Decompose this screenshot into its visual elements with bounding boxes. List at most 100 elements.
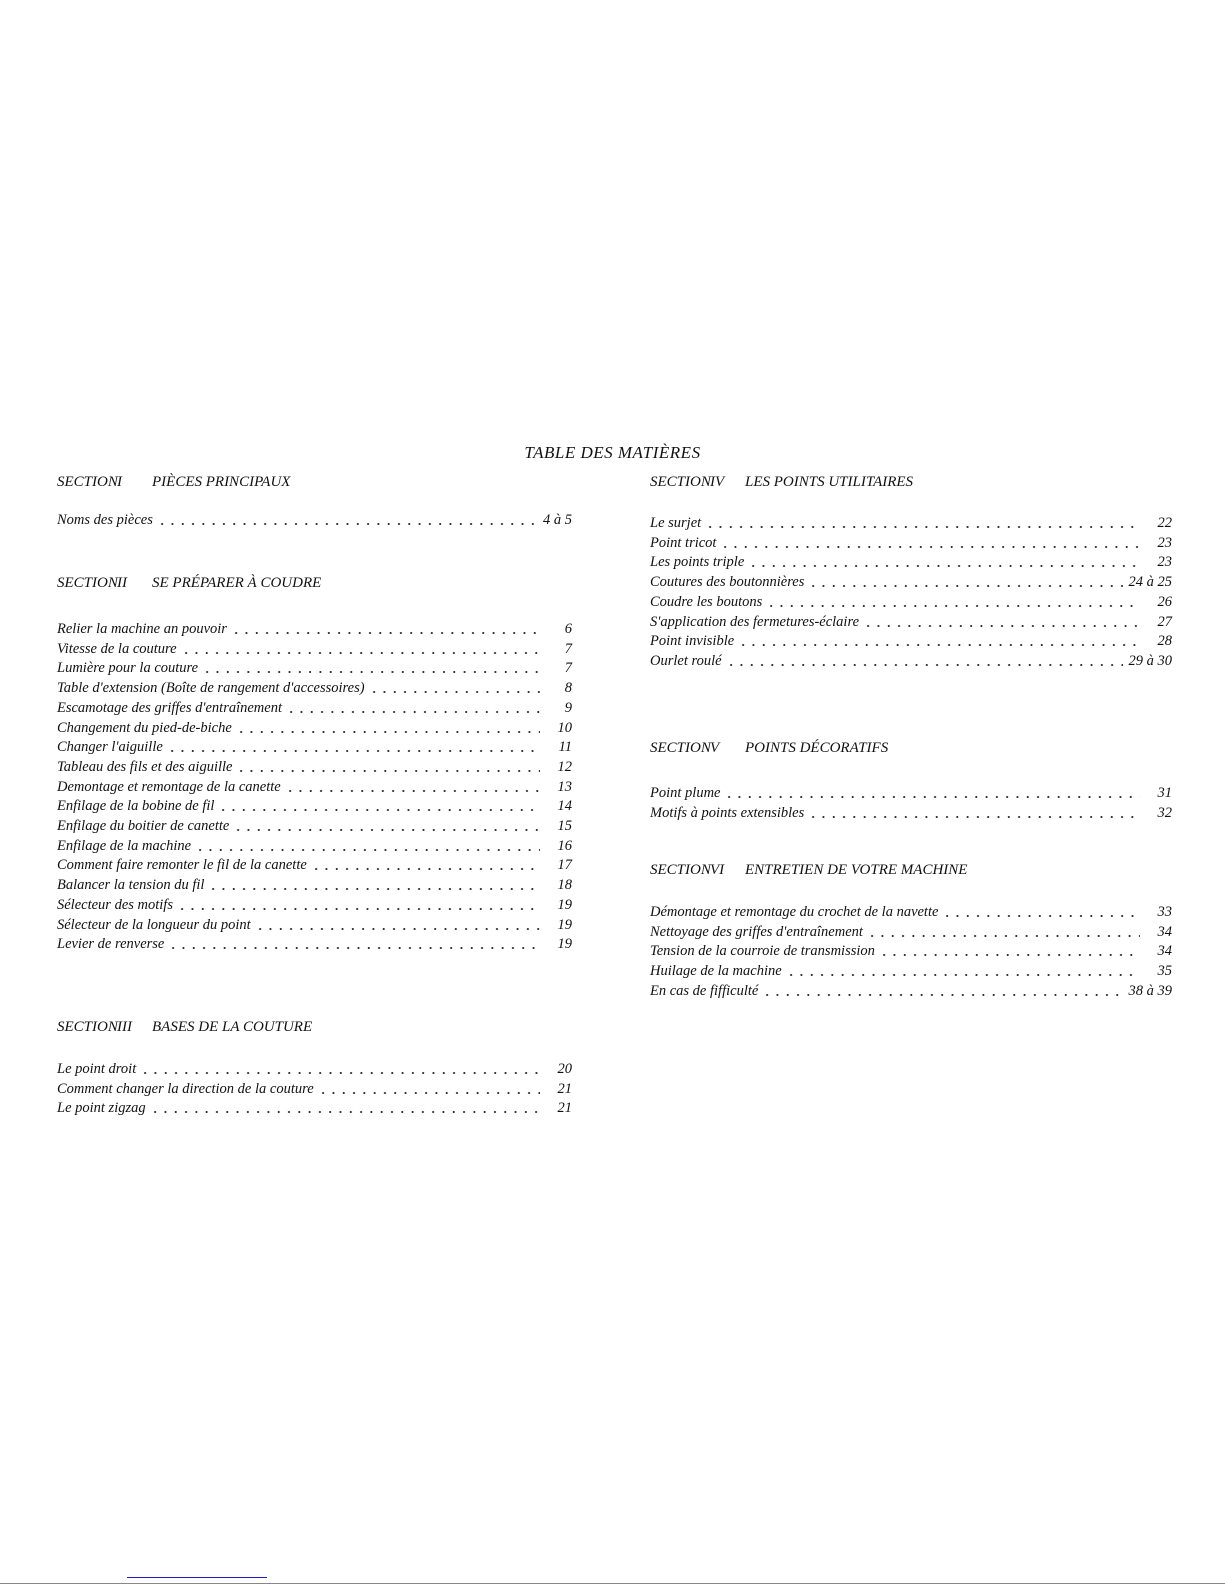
toc-entry[interactable]: Point plume 31 bbox=[650, 782, 1172, 802]
toc-entry-page: 13 bbox=[557, 778, 573, 795]
toc-entry-label: Table d'extension (Boîte de rangement d'… bbox=[57, 680, 365, 697]
toc-entry[interactable]: Relier la machine an pouvoir 6 bbox=[57, 618, 572, 638]
toc-entry[interactable]: Noms des pièces 4 à 5 bbox=[57, 509, 572, 529]
toc-entry[interactable]: Ourlet roulé 29 à 30 bbox=[650, 650, 1172, 670]
toc-entry[interactable]: Enfilage de la bobine de fil 14 bbox=[57, 795, 572, 815]
section-label: SECTION bbox=[650, 474, 711, 490]
toc-entry-label: En cas de fifficulté bbox=[650, 982, 759, 999]
toc-entry-label: Le point zigzag bbox=[57, 1100, 146, 1117]
section-heading: SECTIONIV LES POINTS UTILITAIRES bbox=[650, 474, 913, 491]
toc-entry-label: Noms des pièces bbox=[57, 512, 153, 528]
toc-entry-label: Le point droit bbox=[57, 1061, 137, 1077]
toc-entry[interactable]: Le point zigzag 21 bbox=[57, 1097, 572, 1117]
toc-entry[interactable]: Demontage et remontage de la canette 13 bbox=[57, 776, 572, 796]
toc-entry-label: Tableau des fils et des aiguille bbox=[57, 758, 233, 775]
section-heading: SECTIONIII BASES DE LA COUTURE bbox=[57, 1019, 312, 1036]
dot-leader bbox=[720, 534, 1140, 549]
section-number: II bbox=[117, 575, 127, 591]
dot-leader bbox=[195, 837, 540, 852]
toc-entry-page: 22 bbox=[1157, 515, 1173, 531]
toc-entry[interactable]: Démontage et remontage du crochet de la … bbox=[650, 901, 1172, 921]
toc-entry[interactable]: Point tricot 23 bbox=[650, 532, 1172, 552]
toc-entry-page: 23 bbox=[1157, 554, 1173, 571]
dot-leader bbox=[202, 660, 540, 675]
toc-entry[interactable]: S'application des fermetures-éclaire 27 bbox=[650, 611, 1172, 631]
toc-entry-label: Coutures des boutonnières bbox=[650, 574, 805, 591]
toc-entry-label: Ourlet roulé bbox=[650, 652, 722, 669]
toc-entry[interactable]: Le point droit 20 bbox=[57, 1058, 572, 1078]
toc-entry-label: Enfilage du boitier de canette bbox=[57, 818, 230, 834]
toc-entry[interactable]: Escamotage des griffes d'entraînement 9 bbox=[57, 697, 572, 717]
toc-entry-page: 18 bbox=[557, 877, 573, 894]
toc-entry-label: Comment faire remonter le fil de la cane… bbox=[57, 857, 307, 874]
page-bottom-border bbox=[0, 1583, 1225, 1584]
toc-entry[interactable]: Motifs à points extensibles 32 bbox=[650, 802, 1172, 822]
toc-entry[interactable]: Table d'extension (Boîte de rangement d'… bbox=[57, 677, 572, 697]
link-underline bbox=[127, 1577, 267, 1578]
dot-leader bbox=[208, 877, 540, 892]
toc-entry-label: Sélecteur de la longueur du point bbox=[57, 916, 251, 933]
toc-entry[interactable]: Nettoyage des griffes d'entraînement 34 bbox=[650, 921, 1172, 941]
toc-entry-page: 20 bbox=[557, 1061, 573, 1077]
toc-entry[interactable]: Tension de la courroie de transmission 34 bbox=[650, 940, 1172, 960]
dot-leader bbox=[254, 916, 540, 931]
toc-entry-page: 15 bbox=[557, 818, 573, 834]
dot-leader bbox=[785, 963, 1140, 978]
section-title: BASES DE LA COUTURE bbox=[152, 1019, 313, 1035]
dot-leader bbox=[317, 1080, 540, 1095]
section-title: SE PRÉPARER À COUDRE bbox=[152, 575, 322, 591]
toc-entry[interactable]: Huilage de la machine 35 bbox=[650, 960, 1172, 980]
section-label: SECTION bbox=[650, 740, 711, 756]
toc-entry-page: 21 bbox=[557, 1080, 573, 1097]
toc-entry[interactable]: Levier de renverse 19 bbox=[57, 933, 572, 953]
toc-entry-label: Escamotage des griffes d'entraînement bbox=[57, 699, 282, 716]
section-label: SECTION bbox=[650, 862, 711, 878]
toc-entry-label: Huilage de la machine bbox=[650, 963, 782, 980]
toc-entry[interactable]: Changement du pied-de-biche 10 bbox=[57, 717, 572, 737]
toc-entry[interactable]: Point invisible 28 bbox=[650, 630, 1172, 650]
toc-entry-page: 33 bbox=[1157, 904, 1173, 920]
section-heading: SECTIONII SE PRÉPARER À COUDRE bbox=[57, 575, 321, 592]
toc-entry[interactable]: Comment changer la direction de la coutu… bbox=[57, 1078, 572, 1098]
toc-entry-page: 31 bbox=[1157, 785, 1173, 801]
toc-entry-label: Les points triple bbox=[650, 554, 745, 571]
toc-entry[interactable]: Sélecteur des motifs 19 bbox=[57, 894, 572, 914]
toc-entry-page: 19 bbox=[557, 916, 573, 933]
toc-entry[interactable]: Balancer la tension du fil 18 bbox=[57, 874, 572, 894]
dot-leader bbox=[738, 633, 1140, 648]
toc-entry[interactable]: Sélecteur de la longueur du point 19 bbox=[57, 914, 572, 934]
section-label: SECTION bbox=[57, 474, 118, 490]
toc-entry-label: Changement du pied-de-biche bbox=[57, 719, 232, 736]
dot-leader bbox=[368, 680, 540, 695]
section-number: I bbox=[117, 474, 122, 490]
toc-entry[interactable]: Les points triple 23 bbox=[650, 551, 1172, 571]
section-title: POINTS DÉCORATIFS bbox=[745, 740, 889, 756]
toc-entry[interactable]: Enfilage de la machine 16 bbox=[57, 835, 572, 855]
toc-entry-label: Comment changer la direction de la coutu… bbox=[57, 1080, 314, 1097]
toc-entry-label: Sélecteur des motifs bbox=[57, 896, 173, 913]
toc-entry[interactable]: Coudre les boutons 26 bbox=[650, 591, 1172, 611]
toc-entry-page: 29 à 30 bbox=[1128, 652, 1173, 669]
dot-leader bbox=[310, 857, 540, 872]
dot-leader bbox=[724, 785, 1140, 799]
toc-entry-page: 27 bbox=[1157, 613, 1173, 630]
toc-entry-label: Le surjet bbox=[650, 515, 702, 531]
toc-entry[interactable]: Vitesse de la couture 7 bbox=[57, 638, 572, 658]
toc-entry[interactable]: Tableau des fils et des aiguille 12 bbox=[57, 756, 572, 776]
dot-leader bbox=[236, 758, 540, 773]
toc-entry-label: Motifs à points extensibles bbox=[650, 804, 805, 821]
toc-entry-label: Enfilage de la machine bbox=[57, 837, 192, 854]
toc-entry[interactable]: Lumière pour la couture 7 bbox=[57, 657, 572, 677]
dot-leader bbox=[149, 1100, 540, 1115]
toc-entry-page: 6 bbox=[564, 621, 572, 637]
toc-entry[interactable]: Comment faire remonter le fil de la cane… bbox=[57, 854, 572, 874]
toc-entry[interactable]: Enfilage du boitier de canette 15 bbox=[57, 815, 572, 835]
toc-entry-page: 11 bbox=[558, 739, 572, 756]
toc-entry[interactable]: Le surjet 22 bbox=[650, 512, 1172, 532]
section-heading: SECTIONVI ENTRETIEN DE VOTRE MACHINE bbox=[650, 862, 967, 879]
toc-entry[interactable]: Changer l'aiguille 11 bbox=[57, 736, 572, 756]
toc-entry[interactable]: Coutures des boutonnières 24 à 25 bbox=[650, 571, 1172, 591]
toc-entry-label: Changer l'aiguille bbox=[57, 739, 163, 756]
toc-entry[interactable]: En cas de fifficulté 38 à 39 bbox=[650, 980, 1172, 1000]
toc-entry-label: Balancer la tension du fil bbox=[57, 877, 205, 894]
